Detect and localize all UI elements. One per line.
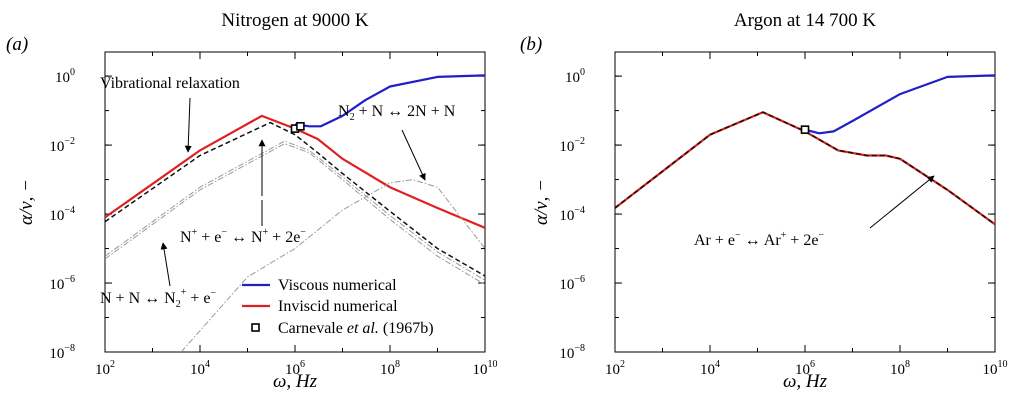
x-tick-label: 1010 xyxy=(983,359,1008,378)
x-tick-label: 108 xyxy=(890,359,910,378)
series-line-mode1 xyxy=(105,140,485,281)
chart-panel-b: 102 104 106 108 1010 10−8 10−6 10−4 10−2 100 Argon… xyxy=(520,10,1008,392)
legend-label-carnevale: Carnevale et al. (1967b) xyxy=(278,320,434,337)
y-tick-label: 10−8 xyxy=(559,343,585,362)
x-axis-label: ω, Hz xyxy=(273,371,318,392)
y-tick-label: 100 xyxy=(55,67,75,86)
y-tick-label: 10−4 xyxy=(49,205,75,224)
series-line-inviscid xyxy=(105,114,485,229)
panel-label: (a) xyxy=(6,34,28,55)
series-line-dashed xyxy=(615,111,995,226)
series-line-mode3 xyxy=(180,179,485,352)
data-marker xyxy=(800,125,810,134)
y-tick-label: 10−8 xyxy=(49,343,75,362)
y-tick-label: 10−2 xyxy=(49,136,75,155)
y-tick-label: 10−6 xyxy=(49,274,75,293)
legend: Viscous numerical Inviscid numerical Carne… xyxy=(242,277,434,337)
chart-panel-a: 102 104 106 108 1010 10−8 10−6 10−4 10−2 100 Nitro… xyxy=(6,10,498,392)
annotation-arrow xyxy=(184,97,192,153)
y-axis-label: α/ν, − xyxy=(531,179,552,225)
y-tick-label: 10−4 xyxy=(559,205,585,224)
axes-frame xyxy=(614,51,996,353)
x-tick-label: 102 xyxy=(95,359,115,378)
series-line-mode2 xyxy=(105,143,485,286)
legend-label-inviscid: Inviscid numerical xyxy=(278,298,398,315)
annotation-ionization-n: N+ + e− ↔ N+ + 2e− xyxy=(180,227,306,246)
x-tick-label: 108 xyxy=(380,359,400,378)
annotation-associative-ionization: N + N ↔ N2+ + e− xyxy=(100,287,216,310)
series-line-viscous xyxy=(804,74,995,135)
annotation-vibrational: Vibrational relaxation xyxy=(100,75,240,92)
y-tick-label: 100 xyxy=(565,67,585,86)
series-line-viscous xyxy=(294,74,485,128)
x-tick-label: 106 xyxy=(285,359,305,378)
chart-title: Argon at 14 700 K xyxy=(734,10,876,31)
y-tick-label: 10−2 xyxy=(559,136,585,155)
x-axis-label: ω, Hz xyxy=(783,371,828,392)
x-tick-label: 1010 xyxy=(473,359,498,378)
x-tick-label: 106 xyxy=(795,359,815,378)
y-axis-label: α/ν, − xyxy=(16,179,37,225)
annotation-arrow xyxy=(869,175,935,229)
annotation-ionization-ar: Ar + e− ↔ Ar+ + 2e− xyxy=(694,230,824,249)
chart-title: Nitrogen at 9000 K xyxy=(221,10,369,31)
x-tick-label: 104 xyxy=(190,359,210,378)
legend-label-viscous: Viscous numerical xyxy=(278,277,397,294)
data-marker xyxy=(296,122,305,131)
y-tick-label: 10−6 xyxy=(559,274,585,293)
annotation-arrow xyxy=(401,129,426,181)
annotation-dissociation: N2 + N ↔ 2N + N xyxy=(338,103,456,123)
legend-swatch-carnevale xyxy=(251,323,260,332)
panel-label: (b) xyxy=(520,34,542,55)
annotation-arrow xyxy=(160,242,171,287)
x-tick-label: 104 xyxy=(700,359,720,378)
series-line-dashed xyxy=(105,121,485,277)
x-tick-label: 102 xyxy=(605,359,625,378)
